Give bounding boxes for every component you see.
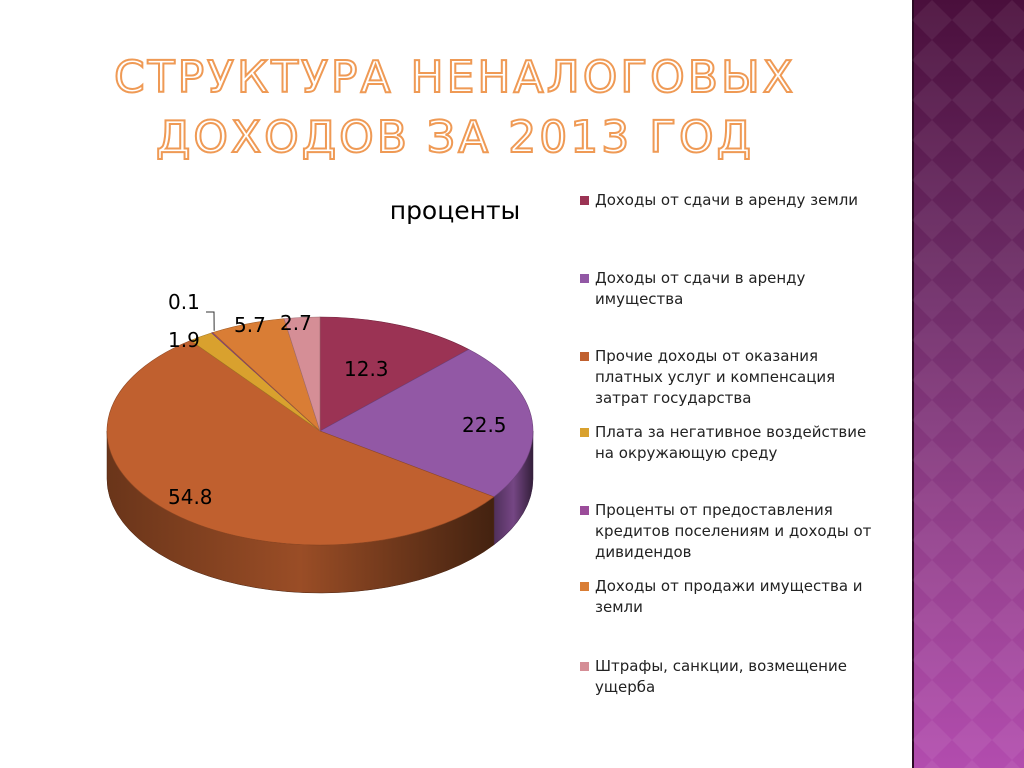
slide-title: СТРУКТУРА НЕНАЛОГОВЫХ ДОХОДОВ ЗА 2013 ГО…	[113, 51, 796, 164]
legend-label: Проценты от предоставления кредитов посе…	[595, 501, 872, 561]
data-label-5: 5.7	[234, 313, 266, 337]
decorative-side-band	[912, 0, 1024, 768]
legend-swatch	[580, 274, 589, 283]
legend-item: Проценты от предоставления кредитов посе…	[580, 500, 880, 563]
legend-swatch	[580, 662, 589, 671]
legend-item: Штрафы, санкции, возмещение ущерба	[580, 656, 880, 698]
legend-label: Прочие доходы от оказания платных услуг …	[595, 347, 836, 407]
pie-chart: 12.3 22.5 54.8 1.9 0.1 5.7 2.7	[106, 290, 534, 594]
legend-label: Доходы от продажи имущества и земли	[595, 577, 863, 616]
leader-line	[206, 311, 215, 331]
data-label-0: 12.3	[344, 357, 389, 381]
pie-slice-6	[283, 316, 321, 432]
legend-swatch	[580, 428, 589, 437]
legend-label: Доходы от сдачи в аренду имущества	[595, 269, 806, 308]
pie-top	[106, 316, 534, 546]
data-label-2: 54.8	[168, 485, 213, 509]
data-label-6: 2.7	[280, 311, 312, 335]
legend-item: Доходы от сдачи в аренду земли	[580, 190, 880, 211]
legend-swatch	[580, 506, 589, 515]
data-label-3: 1.9	[168, 328, 200, 352]
legend-item: Доходы от продажи имущества и земли	[580, 576, 880, 618]
pie-slice-2	[106, 340, 495, 546]
legend-label: Штрафы, санкции, возмещение ущерба	[595, 657, 847, 696]
legend-swatch	[580, 196, 589, 205]
legend-item: Прочие доходы от оказания платных услуг …	[580, 346, 880, 409]
data-label-1: 22.5	[462, 413, 507, 437]
data-label-4: 0.1	[168, 290, 200, 314]
legend-item: Плата за негативное воздействие на окруж…	[580, 422, 880, 464]
diamond-pattern	[912, 0, 1024, 768]
pie-slice-1	[319, 349, 534, 498]
chart-title: проценты	[389, 196, 521, 225]
legend-swatch	[580, 582, 589, 591]
legend-item: Доходы от сдачи в аренду имущества	[580, 268, 880, 310]
legend-label: Плата за негативное воздействие на окруж…	[595, 423, 867, 462]
legend-label: Доходы от сдачи в аренду земли	[595, 191, 859, 209]
legend-swatch	[580, 352, 589, 361]
pie-slice-0	[319, 316, 470, 432]
